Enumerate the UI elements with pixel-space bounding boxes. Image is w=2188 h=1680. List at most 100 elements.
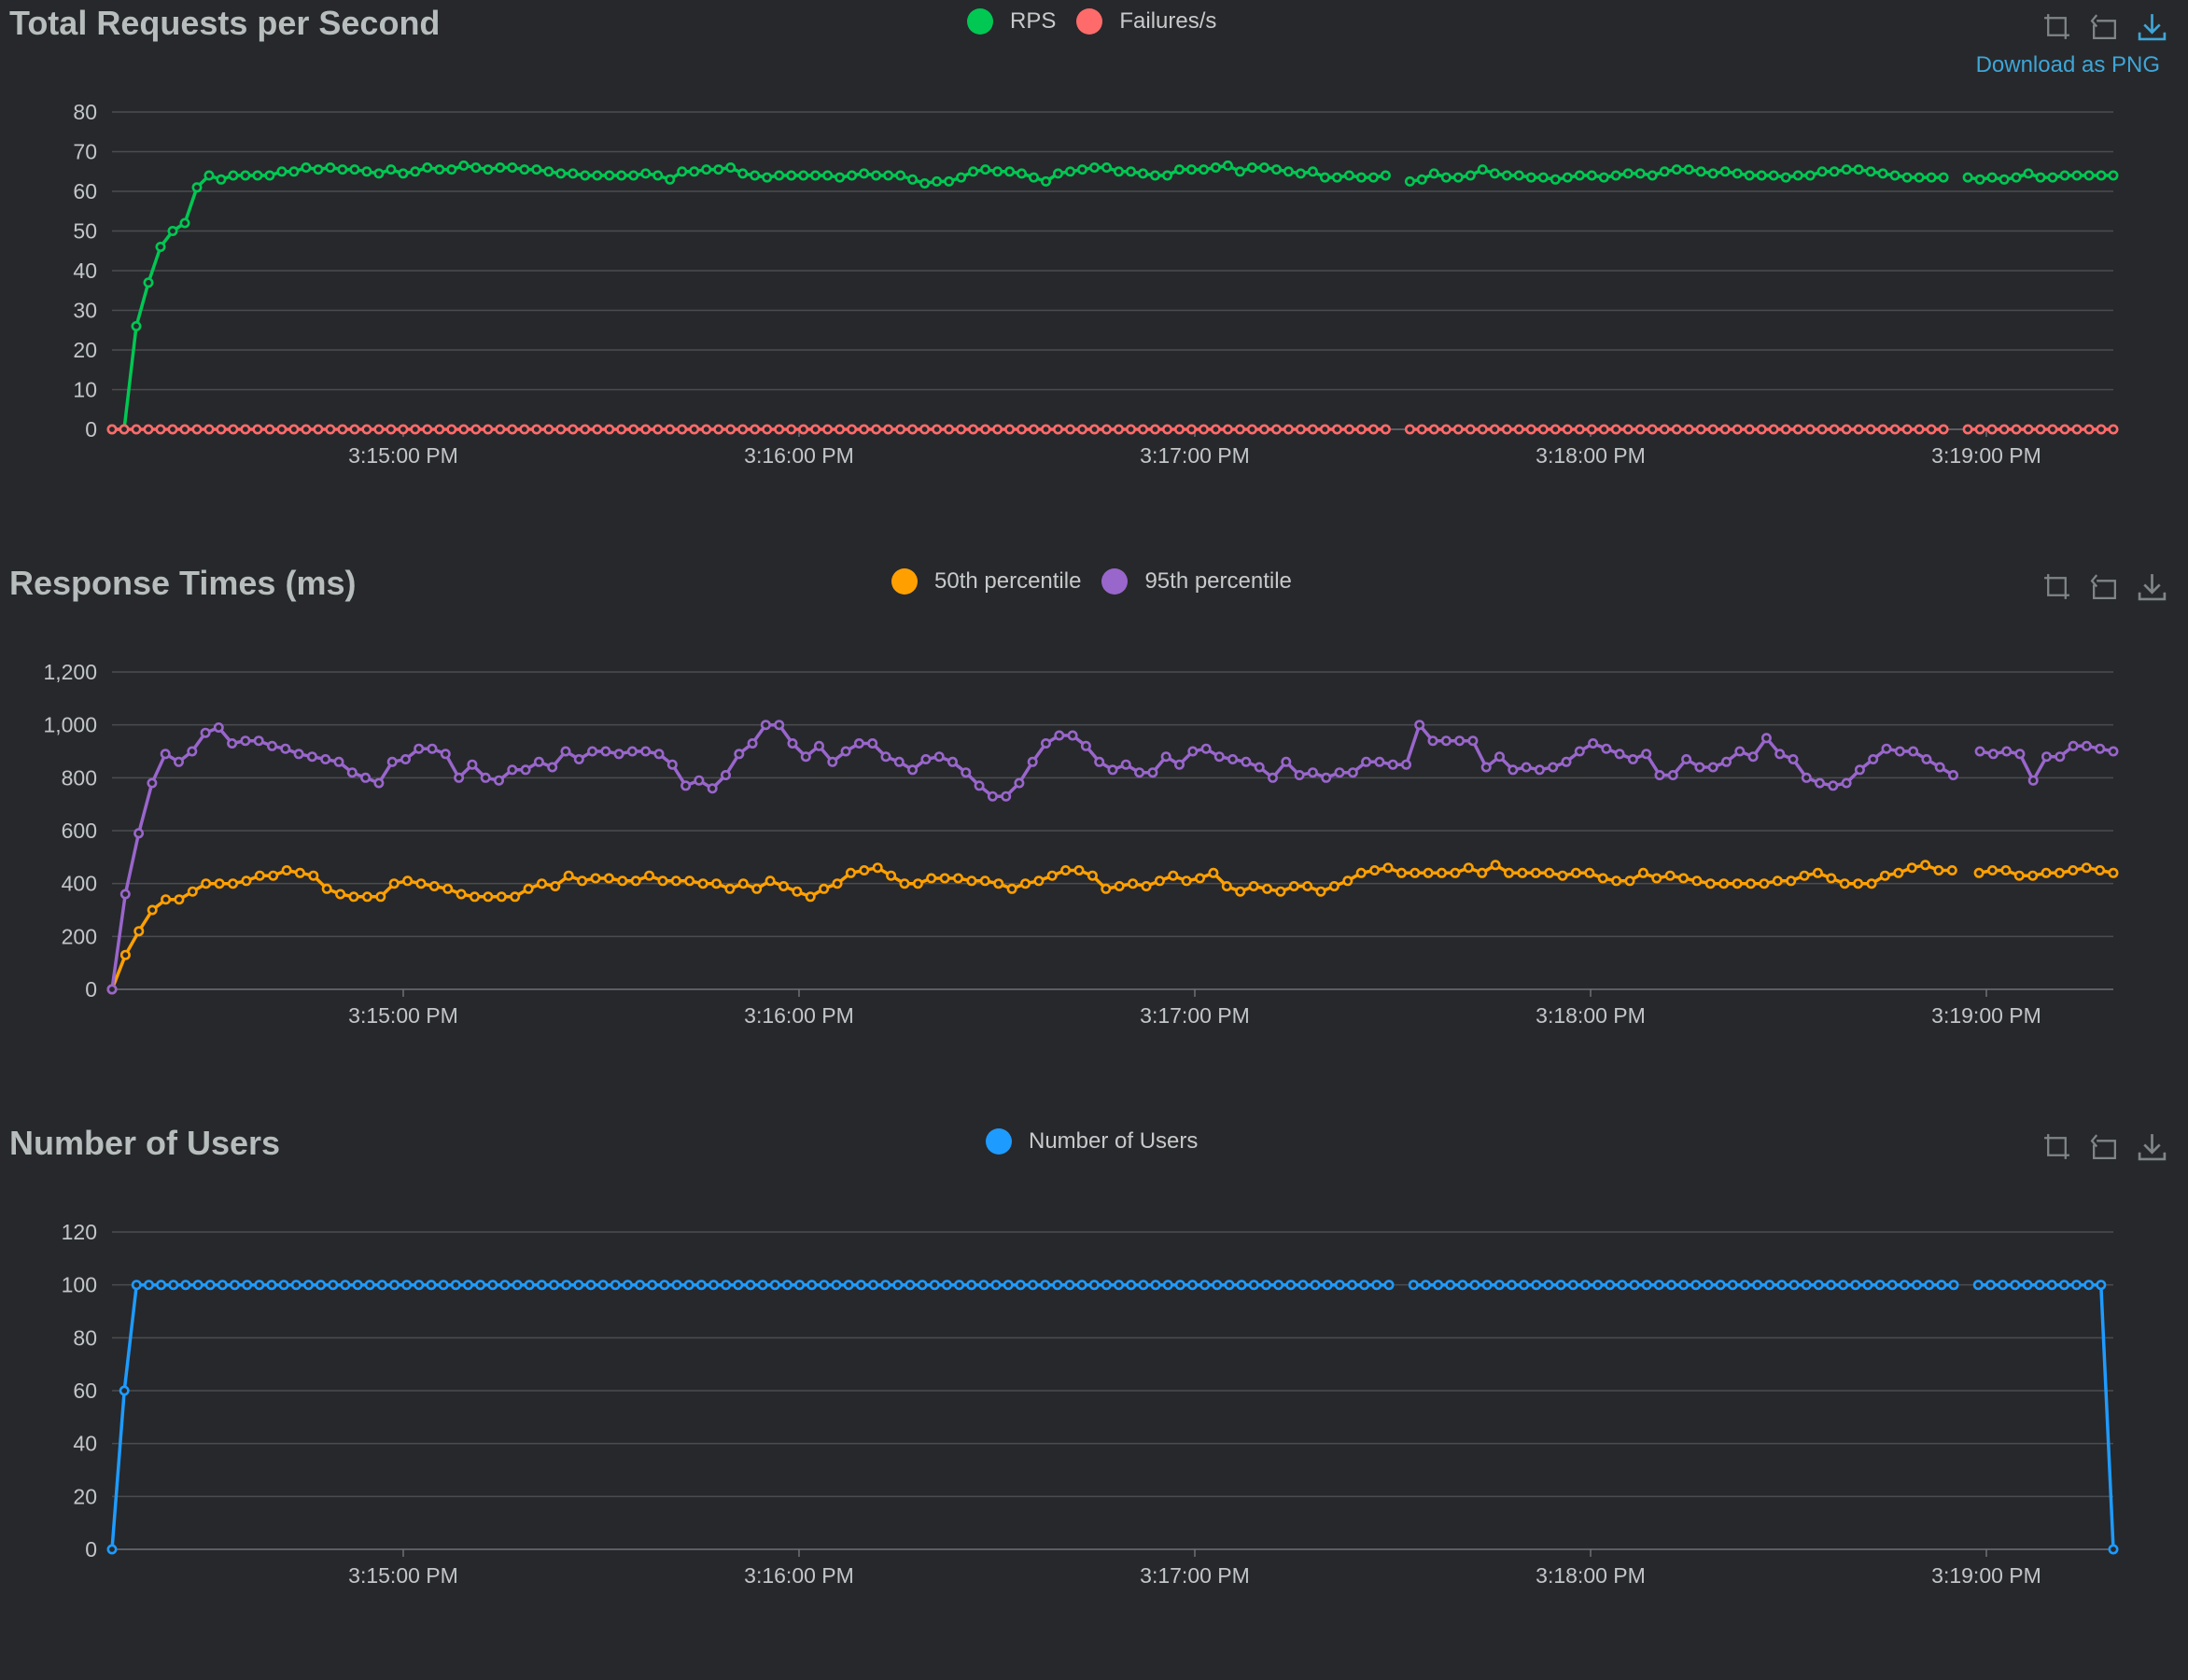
data-point[interactable] [361,166,372,177]
data-point[interactable] [657,875,668,887]
data-point[interactable] [1065,166,1076,177]
data-point[interactable] [1926,172,1937,183]
data-point[interactable] [1046,870,1058,881]
data-point[interactable] [905,1280,916,1291]
data-point[interactable] [133,828,145,839]
data-point[interactable] [653,749,665,760]
restore-icon[interactable] [2089,1131,2120,1162]
data-point[interactable] [670,875,681,887]
data-point[interactable] [496,891,507,903]
data-point[interactable] [1065,424,1076,435]
data-point[interactable] [1598,424,1609,435]
data-point[interactable] [507,424,518,435]
data-point[interactable] [213,722,224,734]
data-point[interactable] [1359,1280,1370,1291]
data-point[interactable] [1248,880,1259,891]
data-point[interactable] [1033,875,1045,887]
data-point[interactable] [819,1280,830,1291]
data-point[interactable] [561,1280,572,1291]
data-point[interactable] [446,164,457,175]
data-point[interactable] [106,1544,118,1555]
data-point[interactable] [671,1280,682,1291]
data-point[interactable] [1368,424,1379,435]
data-point[interactable] [427,743,438,754]
data-point[interactable] [1307,424,1318,435]
data-point[interactable] [475,1280,486,1291]
restore-icon[interactable] [2089,11,2120,42]
data-point[interactable] [487,1280,498,1291]
data-point[interactable] [628,170,639,181]
data-point[interactable] [313,164,324,175]
data-point[interactable] [1015,1280,1026,1291]
data-point[interactable] [1440,735,1452,747]
data-point[interactable] [174,756,185,767]
data-point[interactable] [228,424,239,435]
data-point[interactable] [1768,170,1779,181]
data-point[interactable] [106,984,118,995]
data-point[interactable] [325,424,336,435]
data-point[interactable] [1420,1280,1431,1291]
data-point[interactable] [328,1280,339,1291]
data-point[interactable] [1361,756,1372,767]
data-point[interactable] [1089,162,1101,174]
data-point[interactable] [917,1280,928,1291]
data-point[interactable] [1801,772,1812,783]
data-point[interactable] [1525,424,1536,435]
data-point[interactable] [1601,743,1612,754]
data-point[interactable] [1592,1280,1604,1291]
data-point[interactable] [932,175,943,187]
data-point[interactable] [1222,424,1233,435]
data-point[interactable] [919,424,931,435]
data-point[interactable] [968,424,979,435]
data-point[interactable] [160,749,171,760]
data-point[interactable] [1297,1280,1309,1291]
data-point[interactable] [192,1280,203,1291]
data-point[interactable] [1874,1280,1886,1291]
data-point[interactable] [980,164,991,175]
data-point[interactable] [1210,162,1221,174]
data-point[interactable] [1934,762,1945,773]
data-point[interactable] [288,166,300,177]
data-point[interactable] [216,174,227,185]
data-point[interactable] [1868,754,1879,765]
data-point[interactable] [617,875,628,887]
data-point[interactable] [1690,1280,1702,1291]
data-point[interactable] [1396,867,1407,878]
data-point[interactable] [1234,166,1245,177]
data-point[interactable] [1634,168,1646,179]
data-point[interactable] [1003,1280,1014,1291]
data-point[interactable] [1973,867,1985,878]
data-point[interactable] [1221,880,1232,891]
data-point[interactable] [737,168,749,179]
data-point[interactable] [1537,424,1549,435]
data-point[interactable] [1200,743,1212,754]
data-point[interactable] [1343,170,1354,181]
data-point[interactable] [1768,424,1779,435]
data-point[interactable] [1732,424,1743,435]
data-point[interactable] [1756,424,1767,435]
data-point[interactable] [131,320,142,331]
data-point[interactable] [867,1280,878,1291]
data-point[interactable] [1732,168,1743,179]
data-point[interactable] [1138,168,1149,179]
data-point[interactable] [1248,1280,1259,1291]
data-point[interactable] [398,424,409,435]
data-point[interactable] [147,904,158,916]
data-point[interactable] [2096,424,2107,435]
data-point[interactable] [652,170,664,181]
data-point[interactable] [1477,164,1488,175]
data-point[interactable] [179,217,190,229]
data-point[interactable] [786,170,797,181]
data-point[interactable] [1562,424,1573,435]
data-point[interactable] [2059,170,2070,181]
data-point[interactable] [1489,424,1500,435]
data-point[interactable] [1181,875,1192,887]
data-point[interactable] [1739,1280,1750,1291]
data-point[interactable] [1094,756,1105,767]
data-point[interactable] [832,878,843,889]
data-point[interactable] [604,170,615,181]
data-point[interactable] [835,424,846,435]
data-point[interactable] [1574,424,1585,435]
data-point[interactable] [200,727,211,738]
data-point[interactable] [1187,1280,1199,1291]
